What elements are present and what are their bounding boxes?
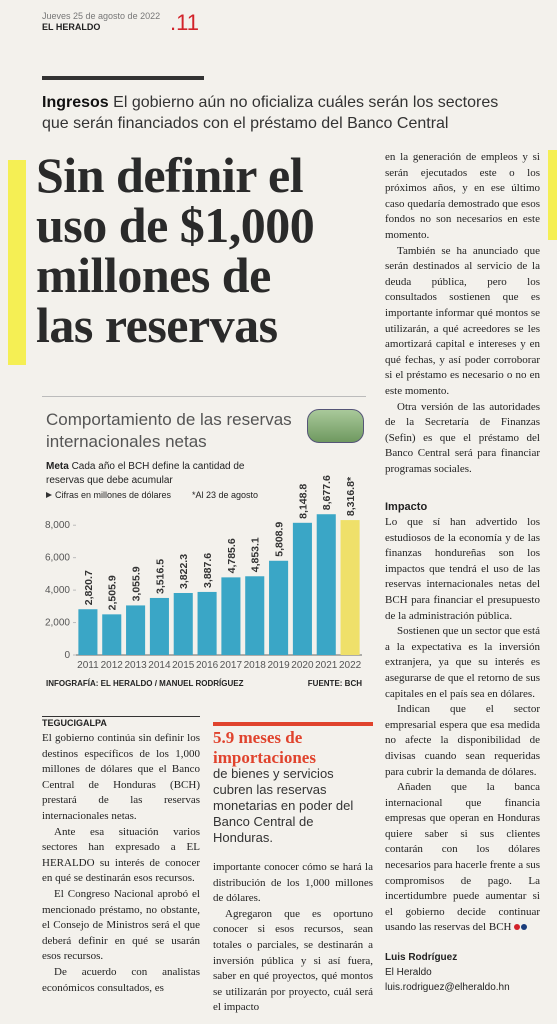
- chart-title: Comportamiento de las reservas internaci…: [46, 410, 292, 451]
- headline-line: las reservas: [36, 297, 278, 353]
- subhead: Impacto: [385, 501, 428, 513]
- page-number: .11: [170, 10, 199, 35]
- x-tick-label: 2016: [196, 660, 219, 671]
- paragraph: importante conocer cómo se hará la distr…: [213, 861, 373, 905]
- value-label: 8,677.6: [321, 475, 333, 510]
- paragraph: Indican que el sector empresarial espera…: [385, 703, 540, 778]
- bar: [102, 614, 122, 655]
- x-tick-label: 2014: [148, 660, 171, 671]
- outlet: El Heraldo: [385, 967, 432, 978]
- bar: [340, 520, 360, 655]
- highlight: [8, 160, 26, 365]
- sidebar-figure: 5.9 meses de importaciones: [213, 722, 373, 768]
- email: luis.rodriguez@elheraldo.hn: [385, 982, 510, 993]
- dateline: TEGUCIGALPA: [42, 716, 200, 728]
- author: Luis Rodríguez: [385, 952, 458, 963]
- x-tick-label: 2013: [124, 660, 147, 671]
- paragraph: Sostienen que un sector que está a la ex…: [385, 625, 540, 700]
- bar: [269, 560, 289, 655]
- headline-line: uso de $1,000: [36, 197, 315, 253]
- paragraph: El Congreso Nacional aprobó el mencionad…: [42, 887, 200, 963]
- deck-text: El gobierno aún no oficializa cuáles ser…: [42, 94, 499, 132]
- chart-subtitle: Meta Cada año el BCH define la cantidad …: [46, 460, 266, 488]
- x-tick-label: 2011: [77, 660, 99, 671]
- column: Impacto Lo que sí han advertido los estu…: [385, 495, 540, 936]
- subtitle-kicker: Meta: [46, 461, 69, 472]
- date: Jueves 25 de agosto de 2022: [42, 11, 161, 21]
- bar: [245, 576, 265, 655]
- x-tick-label: 2020: [291, 660, 314, 671]
- paragraph: De acuerdo con analistas económicos cons…: [42, 965, 200, 994]
- y-tick-label: 8,000: [45, 520, 70, 531]
- chart-box: Comportamiento de las reservas internaci…: [42, 396, 366, 697]
- money-icon: [307, 409, 364, 443]
- chart: 0 2,000 4,000 6,000 8,000 2011 2,820.7 2012 2,50…: [45, 475, 362, 671]
- paragraph: También se ha anunciado que serán destin…: [385, 244, 540, 397]
- headline-line: Sin definir el: [36, 147, 304, 203]
- x-tick-label: 2019: [267, 660, 290, 671]
- sidebar-text: de bienes y servicios cubren las reserva…: [213, 766, 354, 845]
- bar: [173, 592, 193, 655]
- bar: [221, 577, 241, 655]
- credit: INFOGRAFÍA: EL HERALDO / MANUEL RODRÍGUE…: [46, 679, 244, 688]
- x-tick-label: 2015: [172, 660, 195, 671]
- highlight: [548, 150, 557, 240]
- paragraph: El gobierno continúa sin definir los des…: [42, 732, 200, 822]
- paper-name: EL HERALDO: [42, 22, 101, 32]
- bar: [197, 591, 217, 655]
- y-tick-label: 2,000: [45, 618, 70, 629]
- value-label: 5,808.9: [274, 522, 286, 557]
- bar: [149, 597, 169, 655]
- byline: Luis Rodríguez El Heraldo luis.rodriguez…: [385, 950, 545, 995]
- value-label: 3,516.5: [154, 559, 166, 594]
- unit-note: Cifras en millones de dólares: [46, 490, 171, 500]
- column: importante conocer cómo se hará la distr…: [213, 860, 373, 1016]
- headline-line: millones de: [36, 247, 271, 303]
- source: FUENTE: BCH: [307, 679, 362, 688]
- x-tick-label: 2012: [101, 660, 124, 671]
- note: *Al 23 de agosto: [192, 490, 259, 500]
- x-tick-label: 2018: [244, 660, 267, 671]
- x-tick-label: 2017: [220, 660, 243, 671]
- value-label: 2,820.7: [83, 570, 95, 605]
- rule: [42, 76, 204, 80]
- bar: [126, 605, 146, 655]
- y-tick-label: 0: [64, 650, 70, 661]
- bar: [78, 609, 98, 655]
- value-label: 4,785.6: [226, 538, 238, 573]
- deck: Ingresos El gobierno aún no oficializa c…: [42, 92, 522, 134]
- value-label: 8,148.8: [297, 484, 309, 519]
- x-tick-label: 2022: [339, 660, 362, 671]
- bar: [292, 522, 312, 655]
- paragraphs: Lo que sí han advertido los estudiosos d…: [385, 515, 540, 936]
- paragraph: Agregaron que es oportuno conocer si eso…: [213, 907, 373, 1014]
- kicker: Ingresos: [42, 94, 109, 111]
- bar: [316, 514, 336, 655]
- column: en la generación de empleos y si serán e…: [385, 150, 540, 477]
- value-label: 3,055.9: [131, 566, 143, 601]
- paragraph: Lo que sí han advertido los estudiosos d…: [385, 516, 540, 622]
- paragraph: en la generación de empleos y si serán e…: [385, 151, 540, 241]
- value-label: 3,822.3: [178, 554, 190, 589]
- value-label: 2,505.9: [107, 575, 119, 610]
- x-tick-label: 2021: [315, 660, 338, 671]
- headline: Sin definir el uso de $1,000 millones de la…: [36, 150, 381, 350]
- subtitle: Cada año el BCH define la cantidad de re…: [46, 461, 245, 486]
- value-label: 4,853.1: [250, 537, 262, 572]
- paragraph: Ante esa situación varios sectores han e…: [42, 825, 200, 885]
- value-label: 3,887.6: [202, 553, 214, 588]
- paragraph: Otra versión de las autoridades de la Se…: [385, 400, 540, 475]
- y-tick-label: 6,000: [45, 553, 70, 564]
- paragraph: Añaden que la banca internacional que fi…: [385, 780, 540, 936]
- value-label: 8,316.8*: [345, 476, 357, 516]
- column: El gobierno continúa sin definir los des…: [42, 731, 200, 996]
- y-tick-label: 4,000: [45, 585, 70, 596]
